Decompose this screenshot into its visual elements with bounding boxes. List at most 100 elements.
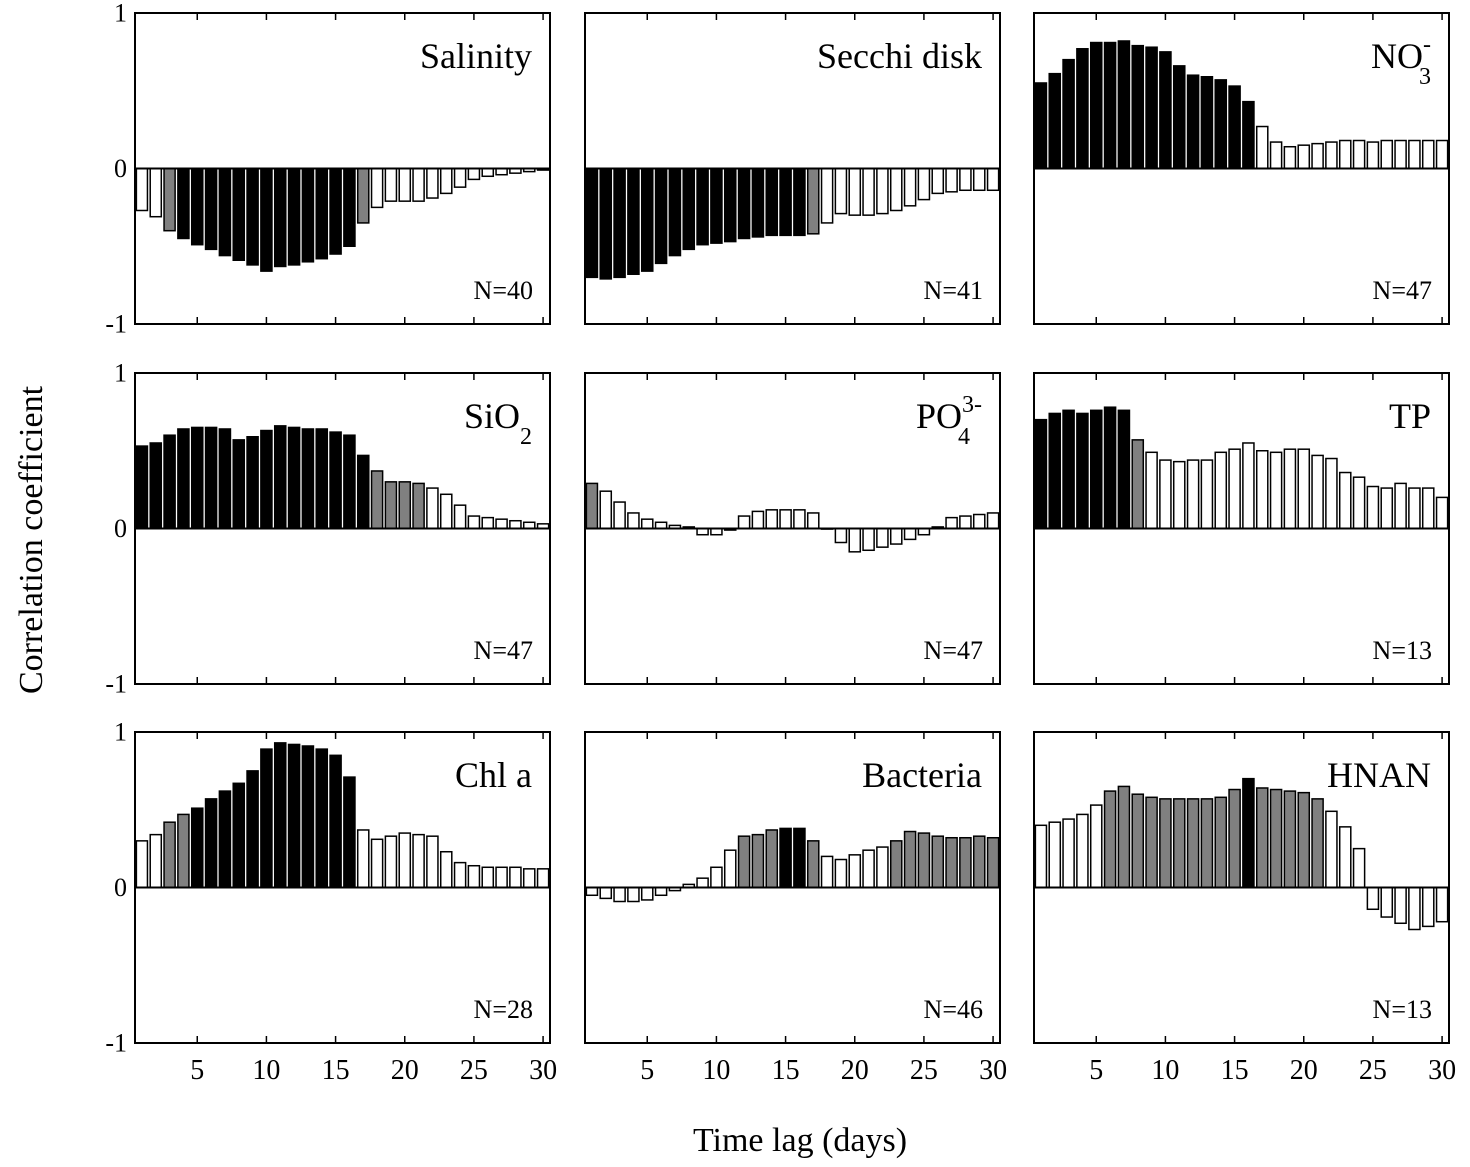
bar [384, 481, 398, 530]
bar [1380, 139, 1394, 170]
bar [301, 167, 315, 263]
bar [1380, 487, 1394, 530]
bar [1366, 485, 1380, 530]
bar [806, 512, 820, 530]
bar [613, 167, 626, 279]
bar [273, 167, 287, 268]
bar [1338, 471, 1352, 530]
bar [1421, 886, 1435, 928]
bar [1242, 100, 1255, 170]
panel-title: TP [1389, 396, 1431, 436]
bar [682, 167, 696, 251]
x-tick-label: 15 [322, 1055, 350, 1086]
bar [1186, 74, 1200, 170]
bar [1103, 790, 1117, 889]
y-tick-label: 0 [114, 873, 127, 902]
bar [959, 515, 972, 530]
bar [453, 167, 467, 188]
bar [204, 426, 218, 530]
bar [1283, 145, 1297, 170]
bar [1214, 451, 1228, 530]
bar [204, 798, 218, 889]
y-axis-label: Correlation coefficient [13, 385, 50, 695]
bar [876, 846, 889, 889]
bar [1117, 785, 1131, 889]
bar [343, 434, 356, 530]
bar [1062, 818, 1075, 889]
bar [806, 167, 820, 235]
bar [723, 167, 737, 243]
panel-n-label: N=13 [1373, 995, 1432, 1024]
bar [1311, 798, 1324, 889]
bar [613, 886, 626, 903]
bar [149, 442, 163, 530]
bar [848, 527, 862, 553]
bar [1394, 139, 1407, 170]
bar [481, 167, 495, 178]
bar [779, 509, 792, 530]
bar [246, 770, 259, 889]
bar [1089, 41, 1103, 170]
bar [398, 167, 412, 202]
y-tick-label: -1 [105, 1029, 127, 1058]
bar [260, 167, 273, 272]
bar [751, 510, 765, 530]
bar [135, 840, 149, 889]
bar [398, 832, 412, 889]
panel-n-label: N=28 [474, 995, 533, 1024]
x-tick-label: 5 [640, 1055, 654, 1086]
panel-n-label: N=47 [474, 636, 533, 665]
panel-title-sup: 3- [962, 392, 982, 418]
bar [585, 482, 599, 530]
bar [163, 434, 176, 530]
bar [1380, 886, 1394, 918]
bar [398, 481, 412, 530]
bar [1255, 125, 1269, 170]
bar [585, 167, 599, 279]
bar [613, 501, 626, 530]
panel-title-main: NO [1371, 36, 1423, 76]
bar [163, 167, 176, 232]
bar [1034, 418, 1048, 530]
bar [1214, 79, 1228, 170]
bar [509, 866, 522, 889]
bar [218, 167, 232, 257]
bar [356, 829, 370, 889]
bar [287, 743, 301, 889]
bar [343, 167, 356, 247]
panel-frame [584, 12, 1001, 325]
bar [1297, 448, 1311, 530]
bar [149, 167, 163, 218]
bar [467, 167, 481, 181]
bar [1172, 798, 1186, 889]
bar [751, 167, 765, 238]
bar [218, 428, 232, 530]
x-tick-label: 25 [910, 1055, 938, 1086]
bar [793, 167, 806, 237]
bar [889, 167, 903, 212]
bar [889, 840, 903, 889]
bar [1076, 813, 1089, 889]
bar [737, 835, 751, 889]
bar [370, 470, 384, 530]
bar [972, 835, 986, 889]
bar [834, 858, 848, 889]
panel-frame [134, 731, 551, 1044]
bar [1255, 450, 1269, 530]
panel-title: Secchi disk [817, 36, 982, 76]
bar [315, 748, 329, 889]
panel-title-main: PO [916, 396, 962, 436]
bar [917, 832, 931, 889]
panel-title: Bacteria [862, 755, 982, 795]
panel-2: NO- 3 N=47 [1033, 12, 1450, 325]
bar [1352, 476, 1366, 530]
panel-frame [1033, 12, 1450, 325]
bar [204, 167, 218, 251]
bar [627, 167, 640, 275]
bar [1159, 798, 1172, 889]
bar [439, 850, 453, 889]
bar [1159, 51, 1172, 170]
bar [453, 504, 467, 530]
bar [1325, 457, 1338, 530]
bar [710, 167, 723, 244]
